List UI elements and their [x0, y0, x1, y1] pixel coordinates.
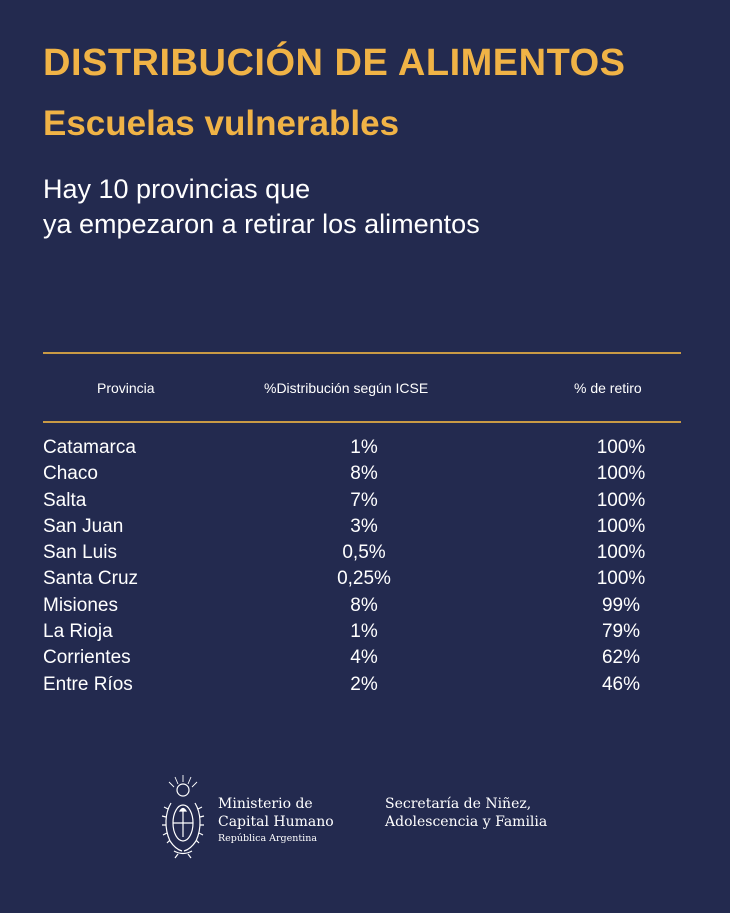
cell-retiro: 79% — [601, 621, 641, 643]
cell-provincia: Santa Cruz — [43, 568, 139, 590]
ministry-line-2: Capital Humano — [218, 814, 334, 830]
cell-retiro: 100% — [596, 515, 646, 537]
table-row: Salta 7% 100% — [0, 490, 730, 516]
secretaria-line-2: Adolescencia y Familia — [385, 814, 548, 830]
cell-provincia: Corrientes — [43, 647, 131, 669]
table-body: Catamarca 1% 100% Chaco 8% 100% Salta 7%… — [0, 437, 730, 700]
cell-provincia: La Rioja — [43, 621, 113, 643]
cell-retiro: 46% — [601, 673, 641, 695]
cell-distribucion: 1% — [350, 437, 378, 458]
table-row: Chaco 8% 100% — [0, 463, 730, 489]
table-row: Catamarca 1% 100% — [0, 437, 730, 463]
table-row: La Rioja 1% 79% — [0, 621, 730, 647]
table-header-divider — [43, 421, 681, 423]
cell-distribucion: 0,5% — [342, 542, 386, 564]
cell-provincia: Chaco — [43, 463, 98, 485]
cell-distribucion: 0,25% — [337, 568, 391, 590]
column-header-distribucion: %Distribución según ICSE — [264, 380, 429, 396]
cell-distribucion: 7% — [350, 489, 378, 511]
column-header-retiro: % de retiro — [574, 380, 642, 396]
table-row: San Luis 0,5% 100% — [0, 542, 730, 568]
cell-retiro: 100% — [596, 568, 646, 590]
column-header-provincia: Provincia — [97, 380, 155, 396]
cell-distribucion: 3% — [350, 515, 378, 537]
cell-retiro: 99% — [601, 594, 641, 616]
cell-provincia: Entre Ríos — [43, 673, 133, 695]
cell-distribucion: 8% — [350, 594, 378, 616]
table-row: Misiones 8% 99% — [0, 595, 730, 621]
cell-distribucion: 1% — [350, 621, 378, 643]
cell-provincia: Misiones — [43, 594, 118, 616]
cell-distribucion: 2% — [350, 673, 378, 695]
ministry-line-3: República Argentina — [218, 833, 317, 844]
lead-line-2: ya empezaron a retirar los alimentos — [43, 209, 480, 239]
coat-of-arms-icon — [161, 775, 205, 859]
page-title: DISTRIBUCIÓN DE ALIMENTOS — [43, 42, 626, 84]
cell-provincia: Catamarca — [43, 437, 136, 458]
lead-line-1: Hay 10 provincias que — [43, 174, 311, 204]
table-row: Corrientes 4% 62% — [0, 647, 730, 673]
ministry-logo-text: Ministerio de Capital Humano República A… — [218, 795, 334, 844]
table-top-divider — [43, 352, 681, 354]
table-row: San Juan 3% 100% — [0, 516, 730, 542]
cell-provincia: San Juan — [43, 515, 124, 537]
cell-distribucion: 8% — [350, 463, 378, 485]
cell-retiro: 62% — [601, 647, 641, 669]
cell-distribucion: 4% — [350, 647, 378, 669]
table-row: Santa Cruz 0,25% 100% — [0, 568, 730, 594]
lead-text: Hay 10 provincias que ya empezaron a ret… — [43, 172, 480, 242]
table-row: Entre Ríos 2% 46% — [0, 674, 730, 700]
cell-retiro: 100% — [596, 437, 646, 458]
cell-retiro: 100% — [596, 542, 646, 564]
ministry-line-1: Ministerio de — [218, 796, 313, 812]
secretaria-logo-text: Secretaría de Niñez, Adolescencia y Fami… — [385, 795, 547, 831]
footer: Ministerio de Capital Humano República A… — [0, 773, 730, 863]
page-subtitle: Escuelas vulnerables — [43, 104, 400, 143]
cell-retiro: 100% — [596, 489, 646, 511]
secretaria-line-1: Secretaría de Niñez, — [385, 796, 532, 812]
cell-retiro: 100% — [596, 463, 646, 485]
cell-provincia: Salta — [43, 489, 87, 511]
cell-provincia: San Luis — [43, 542, 117, 564]
